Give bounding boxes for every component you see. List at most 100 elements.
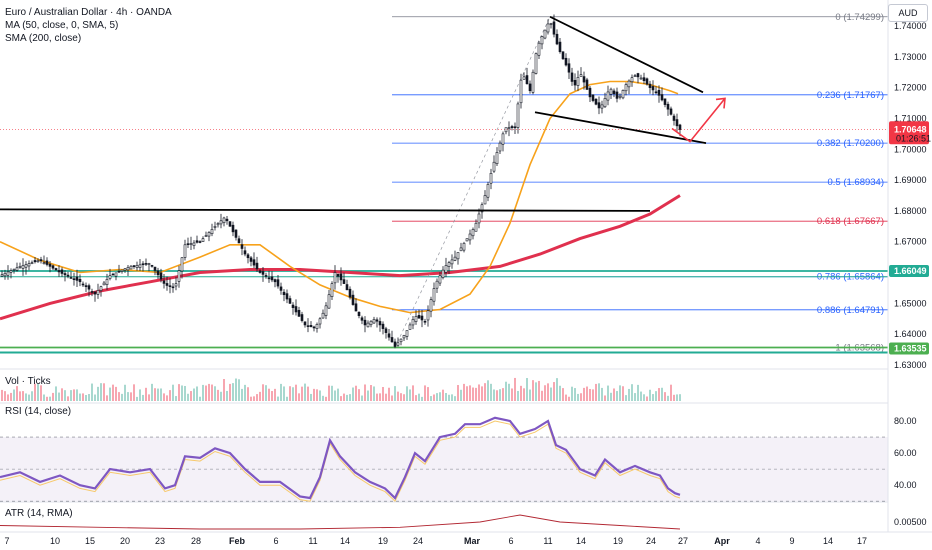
candle-body — [171, 286, 175, 289]
main-legend: Euro / Australian Dollar · 4h · OANDA MA… — [5, 6, 172, 45]
candle-body — [468, 233, 472, 241]
volume-bar — [652, 394, 654, 401]
volume-bar — [400, 393, 402, 401]
volume-bar — [673, 394, 675, 401]
volume-bar — [457, 385, 459, 401]
atr-pane — [0, 514, 681, 530]
volume-bar — [94, 394, 96, 401]
candle-body — [123, 268, 127, 271]
volume-bar — [325, 396, 327, 401]
candles — [0, 14, 682, 349]
volume-bar — [412, 385, 414, 401]
time-label: Apr — [714, 536, 730, 546]
candle-body — [339, 273, 343, 281]
volume-bar — [82, 393, 84, 401]
volume-bar — [301, 386, 303, 401]
volume-bar — [544, 385, 546, 401]
candle-body — [87, 285, 91, 290]
candle-body — [327, 294, 331, 309]
time-label: 27 — [678, 536, 688, 546]
volume-bar — [88, 394, 90, 401]
candle-body — [234, 229, 238, 238]
time-axis[interactable]: 7 10 15 20 23 28 Feb 6 11 14 19 24 Mar 6 11 14 19 24 27 Apr… — [0, 531, 932, 546]
volume-bar — [499, 389, 501, 401]
volume-bar — [196, 386, 198, 401]
volume-bar — [607, 385, 609, 401]
volume-bar — [523, 388, 525, 401]
candle-body — [489, 173, 493, 184]
candle-body — [435, 280, 439, 289]
volume-bar — [166, 395, 168, 401]
candle-body — [447, 262, 451, 267]
volume-bar — [139, 389, 141, 401]
candle-body — [411, 319, 415, 326]
time-label: 9 — [789, 536, 794, 546]
candle-body — [243, 250, 247, 255]
candle-body — [624, 84, 628, 92]
volume-bar — [286, 396, 288, 401]
candle-body — [12, 268, 16, 271]
volume-bar — [655, 391, 657, 401]
volume-bar — [478, 384, 480, 401]
volume-bar — [427, 387, 429, 401]
volume-bar — [274, 388, 276, 401]
volume-bar — [148, 394, 150, 401]
candle-body — [297, 310, 301, 317]
volume-bar — [280, 383, 282, 401]
volume-bar — [385, 393, 387, 401]
volume-bar — [262, 384, 264, 401]
volume-bar — [310, 393, 312, 401]
symbol-title: Euro / Australian Dollar · 4h · OANDA — [5, 7, 172, 18]
candle-body — [282, 291, 286, 296]
candle-body — [204, 235, 208, 237]
volume-bar — [337, 388, 339, 401]
candle-body — [516, 103, 520, 128]
price-tick-label: 1.72000 — [894, 83, 927, 93]
volume-bar — [331, 385, 333, 401]
volume-bar — [58, 392, 60, 401]
volume-bar — [448, 394, 450, 401]
volume-bar — [355, 385, 357, 401]
volume-bar — [583, 387, 585, 401]
volume-bar — [580, 393, 582, 401]
price-pane[interactable]: 0 (1.74299) 0.236 (1.71767) 0.382 (1.70200… — [0, 12, 888, 503]
candle-body — [294, 306, 298, 313]
volume-bar — [667, 395, 669, 401]
currency-button[interactable]: AUD — [888, 4, 928, 22]
volume-bar — [67, 396, 69, 401]
volume-bar — [121, 393, 123, 401]
fib-level-label: 0.886 (1.64791) — [817, 305, 884, 316]
volume-legend: Vol · Ticks — [5, 376, 51, 387]
volume-bar — [31, 391, 33, 401]
volume-bar — [547, 383, 549, 401]
volume-bar — [313, 388, 315, 401]
volume-bar — [616, 391, 618, 401]
candle-body — [153, 266, 157, 271]
time-label: 19 — [613, 536, 623, 546]
candle-body — [183, 244, 187, 258]
price-axis[interactable]: 1.74000 1.73000 1.72000 1.71000 1.70000 1.690… — [887, 0, 931, 532]
volume-bar — [145, 387, 147, 401]
fib-level-label: 0.236 (1.71767) — [817, 90, 884, 101]
volume-bar — [244, 384, 246, 401]
atr-line — [0, 514, 681, 530]
volume-bar — [529, 389, 531, 401]
volume-bar — [631, 384, 633, 401]
fib-level-label: 0.5 (1.68934) — [827, 177, 884, 188]
volume-bar — [175, 396, 177, 401]
level-badge — [889, 342, 929, 355]
volume-bar — [151, 383, 153, 401]
candle-body — [207, 232, 211, 237]
price-tick-label: 1.68000 — [894, 206, 927, 216]
price-tick-label: 1.74000 — [894, 21, 927, 31]
price-tick-label: 1.64000 — [894, 329, 927, 339]
candle-body — [519, 79, 523, 104]
last-price-badge — [889, 121, 929, 145]
volume-bar — [487, 380, 489, 401]
candle-body — [594, 98, 598, 105]
candle-body — [21, 265, 25, 269]
volume-bar — [421, 396, 423, 401]
candle-body — [537, 42, 541, 56]
rsi-line — [0, 416, 681, 500]
